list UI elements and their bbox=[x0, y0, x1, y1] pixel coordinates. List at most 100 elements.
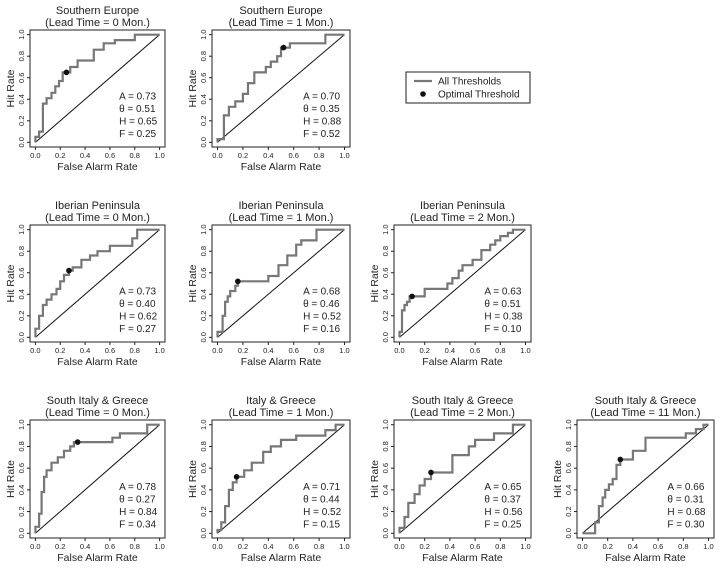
x-tick-label: 0.4 bbox=[80, 346, 90, 355]
roc-curve bbox=[582, 423, 709, 535]
x-axis-label: False Alarm Rate bbox=[241, 161, 322, 173]
stat-label: θ = 0.35 bbox=[303, 104, 340, 115]
x-tick-label: 0.6 bbox=[105, 151, 115, 160]
stat-label: A = 0.73 bbox=[119, 92, 156, 103]
stat-label: θ = 0.27 bbox=[119, 495, 156, 506]
x-tick-label: 0.6 bbox=[288, 151, 298, 160]
x-tick-label: 0.6 bbox=[470, 542, 480, 551]
y-tick-label: 0.4 bbox=[381, 289, 390, 299]
panel-subtitle: (Lead Time = 1 Mon.) bbox=[229, 407, 334, 419]
panel-subtitle: (Lead Time = 1 Mon.) bbox=[229, 212, 334, 224]
panel-title: Iberian Peninsula bbox=[238, 200, 324, 212]
y-tick-label: 0.8 bbox=[199, 441, 208, 451]
stat-label: H = 0.62 bbox=[119, 312, 158, 323]
x-tick-label: 0.0 bbox=[212, 346, 222, 355]
y-tick-label: 0.4 bbox=[17, 289, 26, 299]
y-tick-label: 0.8 bbox=[17, 441, 26, 451]
y-tick-label: 0.8 bbox=[564, 441, 573, 451]
panel-title: Iberian Peninsula bbox=[420, 200, 506, 212]
y-tick-label: 1.0 bbox=[199, 29, 208, 39]
y-tick-label: 0.4 bbox=[199, 94, 208, 104]
x-tick-label: 0.8 bbox=[495, 346, 505, 355]
stat-label: A = 0.66 bbox=[667, 482, 704, 493]
stat-label: F = 0.10 bbox=[484, 324, 521, 335]
y-axis-label: Hit Rate bbox=[187, 460, 199, 498]
x-tick-label: 0.4 bbox=[263, 346, 273, 355]
stat-label: F = 0.27 bbox=[119, 324, 156, 335]
plot-frame bbox=[393, 224, 532, 343]
stat-label: θ = 0.37 bbox=[484, 495, 521, 506]
y-axis-label: Hit Rate bbox=[187, 264, 199, 302]
y-tick-label: 0.4 bbox=[199, 289, 208, 299]
x-tick-label: 0.2 bbox=[238, 151, 248, 160]
x-tick-label: 0.6 bbox=[288, 346, 298, 355]
y-tick-label: 1.0 bbox=[17, 29, 26, 39]
x-tick-label: 0.4 bbox=[80, 542, 90, 551]
diagonal-reference-line bbox=[35, 34, 160, 143]
y-tick-label: 0.6 bbox=[564, 463, 573, 473]
y-tick-label: 0.6 bbox=[199, 463, 208, 473]
x-axis-label: False Alarm Rate bbox=[241, 552, 322, 564]
y-axis-label: Hit Rate bbox=[187, 69, 199, 107]
roc-curve bbox=[398, 423, 526, 534]
y-tick-label: 0.6 bbox=[17, 268, 26, 278]
y-tick-label: 0.0 bbox=[199, 332, 208, 342]
x-tick-label: 0.6 bbox=[105, 542, 115, 551]
y-tick-label: 1.0 bbox=[381, 224, 390, 234]
panel-subtitle: (Lead Time = 2 Mon.) bbox=[410, 407, 515, 419]
x-tick-label: 0.8 bbox=[130, 151, 140, 160]
y-axis-label: Hit Rate bbox=[369, 460, 381, 498]
x-axis-label: False Alarm Rate bbox=[422, 552, 503, 564]
x-axis-label: False Alarm Rate bbox=[57, 161, 138, 173]
y-tick-label: 0.2 bbox=[381, 506, 390, 516]
optimal-threshold-point bbox=[280, 44, 287, 51]
stat-label: A = 0.73 bbox=[119, 287, 156, 298]
y-tick-label: 0.8 bbox=[381, 246, 390, 256]
y-axis-label: Hit Rate bbox=[5, 69, 17, 107]
x-tick-label: 0.8 bbox=[314, 151, 324, 160]
optimal-threshold-point bbox=[233, 474, 240, 480]
x-tick-label: 1.0 bbox=[520, 346, 530, 355]
panel-title: Iberian Peninsula bbox=[55, 200, 141, 212]
diagonal-reference-line bbox=[217, 34, 345, 143]
x-tick-label: 0.2 bbox=[602, 542, 612, 551]
x-tick-label: 0.2 bbox=[55, 346, 65, 355]
legend-point-label: Optimal Threshold bbox=[438, 90, 520, 101]
y-tick-label: 0.2 bbox=[17, 311, 26, 321]
stat-label: θ = 0.46 bbox=[303, 299, 340, 310]
diagonal-reference-line bbox=[217, 229, 345, 338]
y-tick-label: 1.0 bbox=[17, 224, 26, 234]
panel-title: Southern Europe bbox=[239, 5, 322, 17]
x-tick-label: 0.6 bbox=[653, 542, 663, 551]
optimal-threshold-point bbox=[428, 469, 434, 476]
x-tick-label: 0.0 bbox=[30, 542, 40, 551]
x-tick-label: 0.8 bbox=[314, 346, 324, 355]
x-tick-label: 0.4 bbox=[445, 346, 455, 355]
roc-panel-r2c3: South Italy & Greece(Lead Time = 11 Mon.… bbox=[552, 395, 715, 564]
x-axis-label: False Alarm Rate bbox=[422, 356, 503, 368]
roc-panel-r1c2: Iberian Peninsula(Lead Time = 2 Mon.) 0.0… bbox=[369, 200, 532, 368]
stat-label: θ = 0.40 bbox=[119, 299, 156, 310]
stat-label: H = 0.56 bbox=[484, 507, 523, 518]
panel-subtitle: (Lead Time = 0 Mon.) bbox=[45, 17, 150, 29]
stat-label: H = 0.88 bbox=[303, 117, 342, 128]
y-tick-label: 0.4 bbox=[17, 94, 26, 104]
y-tick-label: 0.6 bbox=[199, 268, 208, 278]
roc-curve bbox=[398, 228, 526, 338]
y-tick-label: 1.0 bbox=[17, 420, 26, 430]
x-tick-label: 0.2 bbox=[419, 346, 429, 355]
x-tick-label: 0.6 bbox=[105, 346, 115, 355]
x-tick-label: 0.0 bbox=[212, 151, 222, 160]
roc-panel-r2c0: South Italy & Greece(Lead Time = 0 Mon.)… bbox=[5, 395, 166, 564]
panel-title: South Italy & Greece bbox=[412, 395, 514, 407]
y-tick-label: 0.2 bbox=[381, 311, 390, 321]
diagonal-reference-line bbox=[399, 424, 526, 534]
x-tick-label: 1.0 bbox=[154, 346, 164, 355]
x-tick-label: 0.2 bbox=[55, 151, 65, 160]
y-tick-label: 0.8 bbox=[381, 441, 390, 451]
x-tick-label: 0.2 bbox=[238, 346, 248, 355]
stat-label: θ = 0.44 bbox=[303, 495, 340, 506]
y-tick-label: 0.8 bbox=[199, 51, 208, 61]
x-tick-label: 0.4 bbox=[80, 151, 90, 160]
stat-label: H = 0.52 bbox=[303, 507, 342, 518]
